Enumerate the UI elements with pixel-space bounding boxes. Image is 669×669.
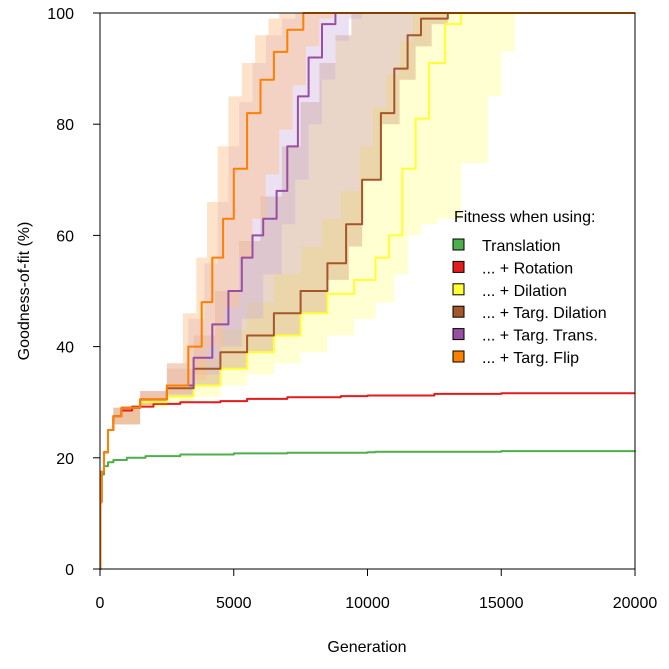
x-axis-title: Generation	[327, 639, 406, 656]
legend-title: Fitness when using:	[454, 209, 595, 226]
x-axis: 0 5000 10000 15000 20000	[96, 568, 658, 612]
x-tick-label: 10000	[345, 595, 390, 612]
legend-swatch-rotation	[452, 260, 465, 273]
legend: Fitness when using: Translation ... + Rot…	[452, 209, 607, 367]
y-tick-label: 100	[47, 6, 74, 23]
line-targ-flip	[99, 12, 635, 570]
x-tick-label: 0	[96, 595, 105, 612]
legend-label-rotation: ... + Rotation	[482, 260, 573, 277]
legend-swatch-targ-flip	[452, 350, 465, 363]
band-targ-trans	[100, 13, 635, 569]
y-tick-label: 0	[65, 562, 74, 579]
line-rotation	[99, 392, 635, 570]
series-lines	[99, 12, 636, 570]
legend-label-targ-flip: ... + Targ. Flip	[482, 350, 579, 367]
legend-label-targ-trans: ... + Targ. Trans.	[482, 328, 598, 345]
x-tick-label: 20000	[613, 595, 658, 612]
y-tick-label: 80	[56, 117, 74, 134]
x-tick-label: 15000	[479, 595, 524, 612]
y-axis-title: Goodness-of-fit (%)	[16, 222, 33, 361]
y-axis: 0 20 40 60 80 100	[47, 6, 101, 579]
band-targ-dilation	[100, 13, 635, 569]
x-tick-label: 5000	[216, 595, 252, 612]
y-tick-label: 20	[56, 451, 74, 468]
line-translation	[99, 450, 636, 570]
legend-swatch-translation	[452, 238, 465, 251]
legend-label-targ-dilation: ... + Targ. Dilation	[482, 305, 607, 322]
y-tick-label: 60	[56, 228, 74, 245]
legend-swatch-dilation	[452, 283, 465, 296]
legend-swatch-targ-trans	[452, 328, 465, 341]
legend-label-dilation: ... + Dilation	[482, 283, 567, 300]
legend-swatch-targ-dilation	[452, 305, 465, 318]
band-targ-flip	[100, 13, 635, 569]
legend-label-translation: Translation	[482, 238, 561, 255]
band-dilation	[100, 13, 635, 569]
confidence-bands	[100, 13, 635, 569]
y-tick-label: 40	[56, 340, 74, 357]
